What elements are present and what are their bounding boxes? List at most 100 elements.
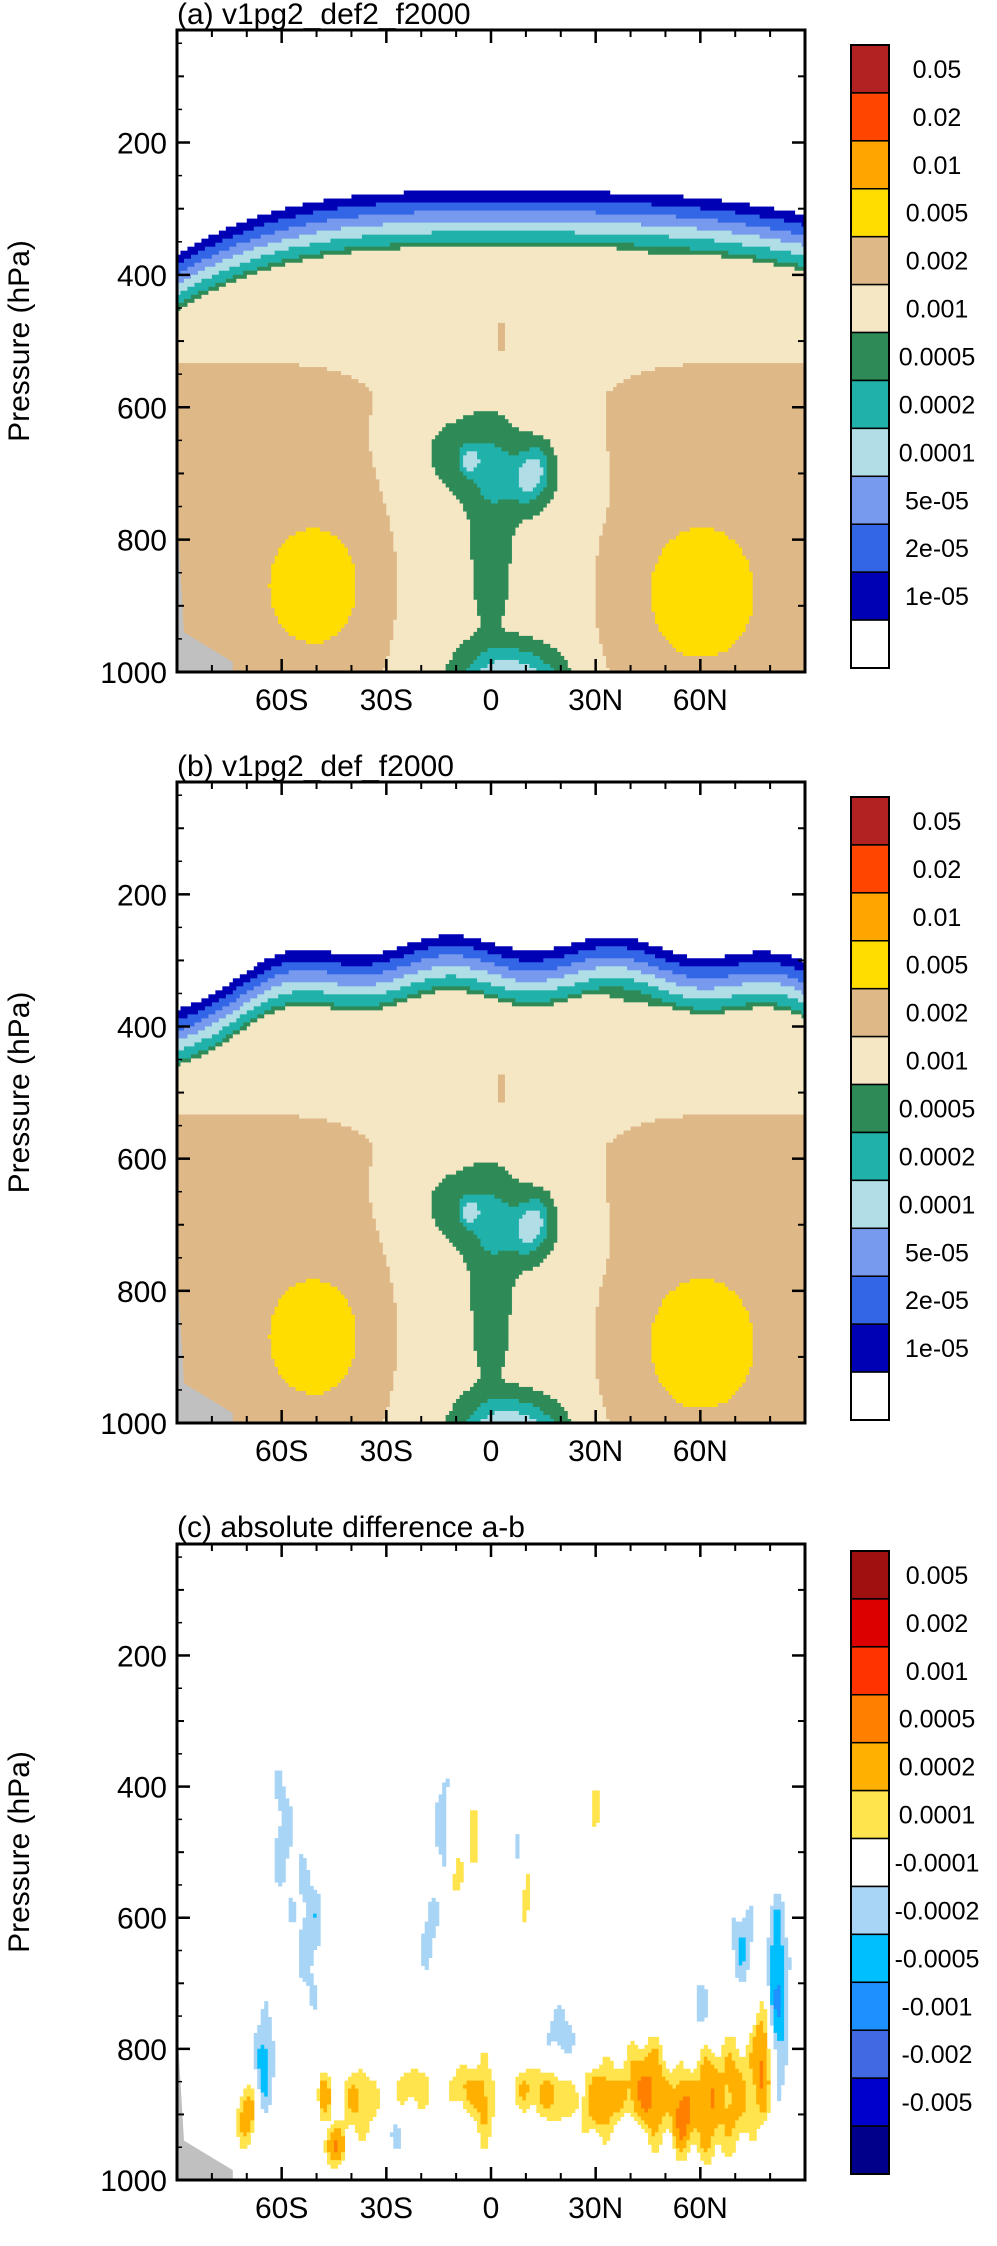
field-cell <box>274 1774 283 1780</box>
field-cell <box>177 1174 370 1180</box>
field-cell <box>396 579 475 585</box>
field-cell <box>463 1390 544 1396</box>
field-cell <box>194 1042 216 1048</box>
field-cell <box>236 278 806 284</box>
field-cell <box>463 1222 520 1228</box>
colorbar-label: 0.02 <box>913 856 962 884</box>
field-cell <box>651 595 754 601</box>
field-cell <box>239 1030 806 1035</box>
field-cell <box>177 419 370 424</box>
field-cell <box>264 222 307 228</box>
field-cell <box>267 998 394 1003</box>
field-cell <box>553 2092 579 2098</box>
field-cell <box>396 611 478 617</box>
field-cell <box>177 375 353 380</box>
field-cell <box>271 571 356 577</box>
field-cell <box>337 535 394 541</box>
field-cell <box>344 623 394 629</box>
field-cell <box>756 2100 768 2106</box>
field-cell <box>278 1802 290 1807</box>
field-cell <box>361 234 670 240</box>
field-cell <box>389 1390 464 1396</box>
field-cell <box>267 2060 276 2066</box>
field-cell <box>546 2116 562 2121</box>
field-cell <box>728 535 806 541</box>
field-cell <box>777 2084 782 2090</box>
field-cell <box>654 954 687 959</box>
field-cell <box>327 367 656 372</box>
field-cell <box>337 2144 346 2149</box>
field-cell <box>320 2084 328 2090</box>
field-cell <box>679 2132 687 2137</box>
field-cell <box>770 1981 785 1986</box>
field-cell <box>557 1210 611 1216</box>
field-cell <box>515 1282 604 1288</box>
field-cell <box>581 2100 590 2106</box>
field-cell <box>323 254 722 260</box>
field-cell <box>302 1925 321 1931</box>
field-cell <box>745 2096 757 2102</box>
field-cell <box>791 1006 806 1011</box>
colorbar-swatch <box>850 1323 890 1373</box>
field-cell <box>177 1306 276 1312</box>
field-cell <box>700 206 775 212</box>
field-cell <box>470 1842 478 1847</box>
field-cell <box>449 2088 468 2094</box>
field-cell <box>484 2092 496 2098</box>
field-cell <box>553 1418 572 1424</box>
field-cell <box>281 1810 293 1815</box>
field-cell <box>665 635 740 641</box>
field-cell <box>278 218 328 224</box>
field-cell <box>700 2052 715 2058</box>
field-cell <box>777 2056 789 2062</box>
field-cell <box>602 651 684 657</box>
field-cell <box>177 587 272 593</box>
field-cell <box>606 391 806 396</box>
field-cell <box>522 1238 534 1244</box>
field-cell <box>281 1818 293 1823</box>
field-cell <box>456 2072 492 2078</box>
field-cell <box>246 1010 265 1015</box>
field-cell <box>480 491 541 497</box>
field-cell <box>389 958 422 963</box>
field-cell <box>756 2013 768 2018</box>
field-cell <box>595 946 628 951</box>
field-cell <box>473 1330 510 1336</box>
field-cell <box>550 1194 607 1200</box>
field-cell <box>661 998 799 1003</box>
field-cell <box>728 2052 733 2058</box>
field-cell <box>595 1350 653 1356</box>
field-cell <box>679 2060 684 2066</box>
field-cell <box>393 635 471 641</box>
field-cell <box>609 1226 806 1232</box>
field-cell <box>773 1917 782 1923</box>
field-cell <box>344 2104 349 2110</box>
field-cell <box>375 471 436 476</box>
field-cell <box>630 2064 663 2070</box>
field-cell <box>675 2124 687 2129</box>
field-cell <box>253 2064 258 2070</box>
field-cell <box>243 230 276 236</box>
field-cell <box>177 1074 499 1080</box>
field-cell <box>543 435 607 440</box>
field-cell <box>278 551 349 557</box>
field-cell <box>347 2092 360 2098</box>
field-cell <box>177 1258 387 1264</box>
colorbar-swatch <box>850 1227 890 1277</box>
field-cell <box>354 1330 398 1336</box>
field-cell <box>651 2132 656 2137</box>
field-cell <box>470 1830 478 1835</box>
field-cell <box>735 1953 740 1958</box>
field-cell <box>497 1090 506 1096</box>
field-cell <box>393 1374 482 1380</box>
field-layer <box>177 934 806 1424</box>
field-cell <box>546 2040 551 2046</box>
field-cell <box>320 527 391 533</box>
field-cell <box>232 274 248 280</box>
field-cell <box>177 487 380 493</box>
field-cell <box>745 222 803 228</box>
field-cell <box>215 1042 223 1048</box>
field-cell <box>525 1885 530 1891</box>
field-cell <box>239 1026 248 1031</box>
field-cell <box>641 2124 649 2129</box>
